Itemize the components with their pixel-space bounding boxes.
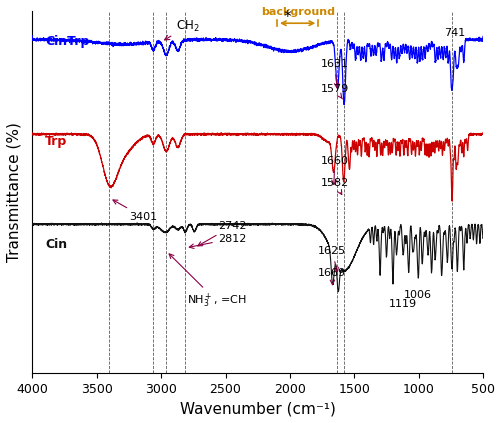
- Text: 1669: 1669: [318, 268, 346, 285]
- Text: 1625: 1625: [318, 246, 346, 272]
- Text: 2742: 2742: [197, 221, 246, 246]
- Text: 1006: 1006: [403, 290, 431, 300]
- Text: Cin: Cin: [45, 238, 67, 251]
- Text: *: *: [283, 10, 291, 25]
- Y-axis label: Transmittance (%): Transmittance (%): [7, 122, 22, 262]
- Text: 741: 741: [443, 27, 465, 38]
- Text: 1119: 1119: [388, 299, 416, 309]
- Text: 1660: 1660: [320, 156, 348, 184]
- Text: Trp: Trp: [45, 135, 67, 148]
- Text: CinTrp: CinTrp: [45, 36, 90, 49]
- Text: 3401: 3401: [113, 200, 157, 222]
- Text: 1582: 1582: [320, 178, 348, 195]
- Text: 1579: 1579: [320, 84, 348, 99]
- X-axis label: Wavenumber (cm⁻¹): Wavenumber (cm⁻¹): [179, 401, 335, 416]
- Text: background: background: [260, 8, 334, 17]
- Text: 1631: 1631: [320, 59, 348, 88]
- Text: CH$_2$: CH$_2$: [164, 19, 199, 40]
- Text: 2812: 2812: [189, 233, 245, 248]
- Text: NH$_3^+$, =CH: NH$_3^+$, =CH: [169, 254, 246, 310]
